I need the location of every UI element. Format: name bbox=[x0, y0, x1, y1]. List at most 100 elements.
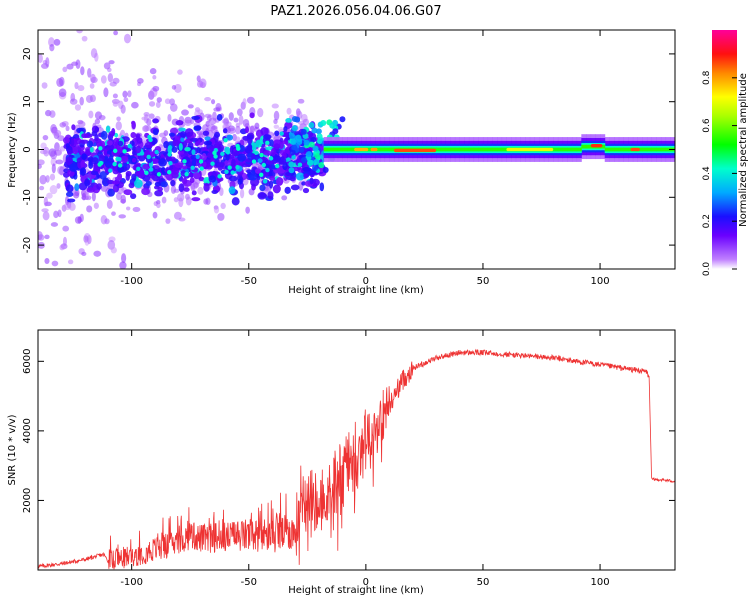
spectrogram-cell bbox=[464, 147, 470, 152]
spectrogram-cell bbox=[100, 130, 108, 140]
spectrogram-cell bbox=[149, 68, 157, 75]
spectrogram-cell bbox=[586, 144, 592, 149]
spectrogram-cell bbox=[257, 107, 264, 118]
spectrogram-marks bbox=[38, 2, 675, 313]
spectrogram-cell bbox=[54, 130, 62, 137]
snr-x-tick-label: 0 bbox=[363, 577, 369, 588]
spectrogram-cell bbox=[251, 142, 257, 152]
spectrogram-cell bbox=[156, 202, 161, 209]
snr-y-tick-label: 6000 bbox=[22, 349, 33, 374]
spectrogram-cell bbox=[146, 118, 152, 126]
spectrogram-cell bbox=[134, 179, 143, 189]
spectrogram-cell bbox=[77, 85, 85, 92]
spectrogram-cell bbox=[308, 159, 315, 166]
spectrogram-cell bbox=[50, 222, 59, 227]
spectrogram-cell bbox=[257, 191, 267, 200]
spectrogram-cell bbox=[196, 75, 201, 82]
spectrogram-cell bbox=[291, 155, 296, 160]
spectrogram-cell bbox=[379, 147, 386, 152]
spectrogram-cell bbox=[305, 151, 312, 158]
spectrogram-cell bbox=[74, 104, 82, 111]
spectrogram-cell bbox=[289, 149, 296, 156]
spectrogram-cell bbox=[642, 147, 648, 152]
spectrogram-cell bbox=[152, 158, 160, 164]
spectrogram-cell bbox=[614, 147, 620, 152]
spectrogram-cell bbox=[58, 88, 67, 97]
spectrogram-cell bbox=[104, 160, 112, 168]
spectrogram-cell bbox=[136, 166, 141, 171]
spectrogram-cell bbox=[170, 179, 176, 187]
spectrogram-cell bbox=[220, 151, 225, 157]
spectrogram-cell bbox=[263, 150, 272, 156]
spectrogram-cell bbox=[108, 130, 115, 137]
spectrogram-cell bbox=[80, 139, 89, 144]
spectrogram-cell bbox=[66, 2, 74, 7]
spectrogram-cell bbox=[651, 147, 657, 152]
spectrogram-cell bbox=[347, 147, 353, 152]
spectrogram-cell bbox=[198, 132, 203, 140]
spectrogram-cell bbox=[59, 244, 65, 251]
spectrogram-cell bbox=[235, 125, 241, 135]
spectrogram-cell bbox=[600, 144, 606, 149]
spectrogram-cell bbox=[257, 158, 263, 164]
spectrogram-cell bbox=[311, 127, 318, 134]
spectrogram-cell bbox=[62, 236, 67, 247]
spectrogram-cell bbox=[284, 186, 291, 195]
spectrogram-cell bbox=[473, 147, 479, 152]
spectrogram-cell bbox=[135, 133, 141, 139]
spectrogram-cell bbox=[270, 147, 276, 156]
spectrogram-cell bbox=[279, 131, 284, 136]
spectrogram-cell bbox=[225, 150, 231, 155]
spectrogram-cell bbox=[127, 90, 132, 98]
spectrogram-cell bbox=[309, 177, 314, 185]
spectrogram-cell bbox=[120, 198, 127, 204]
spectrogram-cell bbox=[103, 87, 109, 98]
spectrogram-cell bbox=[246, 169, 253, 174]
spectrogram-cell bbox=[146, 154, 151, 160]
spectrogram-cell bbox=[88, 160, 94, 169]
spectrogram-cell bbox=[91, 191, 96, 202]
spectrogram-cell bbox=[88, 110, 94, 119]
spectrogram-cell bbox=[576, 147, 582, 152]
spectrogram-cell bbox=[212, 150, 217, 156]
spectrogram-x-tick-label: 50 bbox=[477, 276, 490, 287]
spectrogram-cell bbox=[184, 128, 194, 137]
spectrogram-cell bbox=[111, 211, 116, 216]
spectrogram-cell bbox=[393, 148, 437, 153]
spectrogram-cell bbox=[181, 165, 188, 170]
snr-y-label: SNR (10 * v/v) bbox=[7, 414, 18, 485]
spectrogram-y-tick-label: 10 bbox=[22, 95, 33, 108]
spectrogram-cell bbox=[623, 147, 629, 152]
spectrogram-cell bbox=[62, 225, 70, 232]
spectrogram-cell bbox=[226, 134, 234, 141]
spectrogram-cell bbox=[122, 149, 127, 154]
spectrogram-cell bbox=[241, 163, 249, 168]
spectrogram-cell bbox=[187, 104, 194, 109]
spectrogram-cell bbox=[278, 141, 284, 150]
spectrogram-y-tick-label: 20 bbox=[22, 48, 33, 61]
spectrogram-cell bbox=[123, 97, 129, 103]
spectrogram-cell bbox=[71, 124, 76, 131]
spectrogram-cell bbox=[177, 69, 183, 75]
spectrogram-cell bbox=[238, 144, 246, 152]
colorbar-gradient bbox=[712, 30, 737, 269]
spectrogram-cell bbox=[67, 198, 76, 203]
spectrogram-cell bbox=[69, 281, 73, 290]
spectrogram-cell bbox=[108, 168, 113, 173]
spectrogram-cell bbox=[275, 156, 280, 162]
spectrogram-cell bbox=[190, 165, 195, 171]
spectrogram-cell bbox=[211, 99, 216, 105]
spectrogram-cell bbox=[172, 139, 181, 147]
spectrogram-cell bbox=[300, 156, 307, 163]
spectrogram-cell bbox=[156, 169, 162, 174]
spectrogram-cell bbox=[160, 181, 168, 188]
spectrogram-y-tick-label: -10 bbox=[22, 189, 33, 205]
spectrogram-cell bbox=[313, 158, 320, 165]
spectrogram-cell bbox=[41, 307, 47, 313]
spectrogram-cell bbox=[506, 147, 554, 152]
colorbar: 0.0 0.2 0.4 0.6 0.8 Normalized spectral ampl… bbox=[702, 30, 749, 276]
spectrogram-cell bbox=[103, 62, 111, 70]
spectrogram-cell bbox=[203, 182, 210, 192]
spectrogram-cell bbox=[308, 122, 315, 129]
spectrogram-cell bbox=[117, 163, 123, 168]
